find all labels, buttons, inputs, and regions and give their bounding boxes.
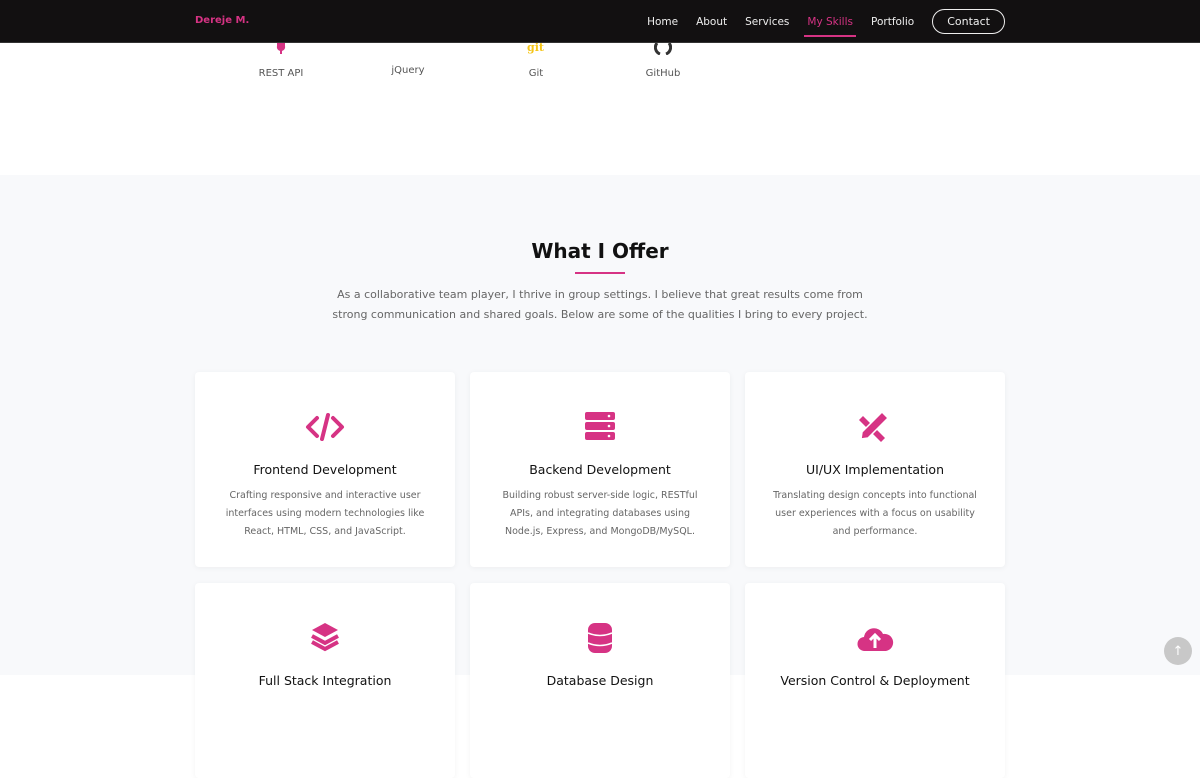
cloud-upload-icon xyxy=(857,628,894,652)
card-title: Database Design xyxy=(546,673,654,688)
section-intro: As a collaborative team player, I thrive… xyxy=(332,288,868,321)
github-icon xyxy=(654,43,672,55)
service-card: UI/UX Implementation Translating design … xyxy=(745,372,1005,567)
card-title: Full Stack Integration xyxy=(258,673,392,688)
service-card: Backend Development Building robust serv… xyxy=(470,372,730,567)
card-desc: Crafting responsive and interactive user… xyxy=(225,490,425,537)
card-title: Frontend Development xyxy=(253,462,397,477)
skill-label: Git xyxy=(528,68,544,79)
database-icon xyxy=(587,623,613,653)
service-card: Full Stack Integration xyxy=(195,583,455,778)
scroll-to-top-button[interactable]: ↑ xyxy=(1164,637,1192,665)
nav-my-skills[interactable]: My Skills xyxy=(804,12,856,37)
card-title: UI/UX Implementation xyxy=(806,462,944,477)
title-underline xyxy=(575,272,625,274)
nav-portfolio[interactable]: Portfolio xyxy=(871,15,915,28)
contact-button[interactable]: Contact xyxy=(932,9,1005,34)
svg-text:git: git xyxy=(527,43,545,54)
skill-git: git Git xyxy=(476,43,596,79)
skill-jquery: jQuery xyxy=(348,65,468,76)
layers-icon xyxy=(311,623,339,652)
offer-section: What I Offer As a collaborative team pla… xyxy=(0,175,1200,778)
card-desc: Building robust server-side logic, RESTf… xyxy=(502,490,698,537)
pencil-ruler-icon xyxy=(859,410,890,442)
nav-links: Home About Services My Skills Portfolio … xyxy=(647,9,1005,37)
section-title: What I Offer xyxy=(531,239,669,263)
arrow-up-icon: ↑ xyxy=(1172,643,1184,659)
card-title: Backend Development xyxy=(529,462,671,477)
card-title: Version Control & Deployment xyxy=(780,673,970,688)
server-icon xyxy=(585,412,615,440)
skill-github: GitHub xyxy=(603,43,723,79)
navbar: Dereje M. Home About Services My Skills … xyxy=(0,0,1200,43)
service-card: Version Control & Deployment xyxy=(745,583,1005,778)
nav-home[interactable]: Home xyxy=(647,15,679,28)
code-icon xyxy=(306,413,344,441)
nav-services[interactable]: Services xyxy=(745,15,790,28)
logo[interactable]: Dereje M. xyxy=(195,15,250,26)
card-desc: Translating design concepts into functio… xyxy=(773,490,977,537)
skill-label: GitHub xyxy=(645,68,681,79)
service-card: Database Design xyxy=(470,583,730,778)
git-icon: git xyxy=(527,43,545,54)
skills-section: REST API jQuery git Git GitHub xyxy=(0,43,1200,175)
nav-about[interactable]: About xyxy=(696,15,728,28)
skill-label: REST API xyxy=(258,68,304,79)
skill-label: jQuery xyxy=(391,65,425,76)
skill-rest-api: REST API xyxy=(221,43,341,79)
map-pin-icon xyxy=(276,43,286,54)
service-card: Frontend Development Crafting responsive… xyxy=(195,372,455,567)
